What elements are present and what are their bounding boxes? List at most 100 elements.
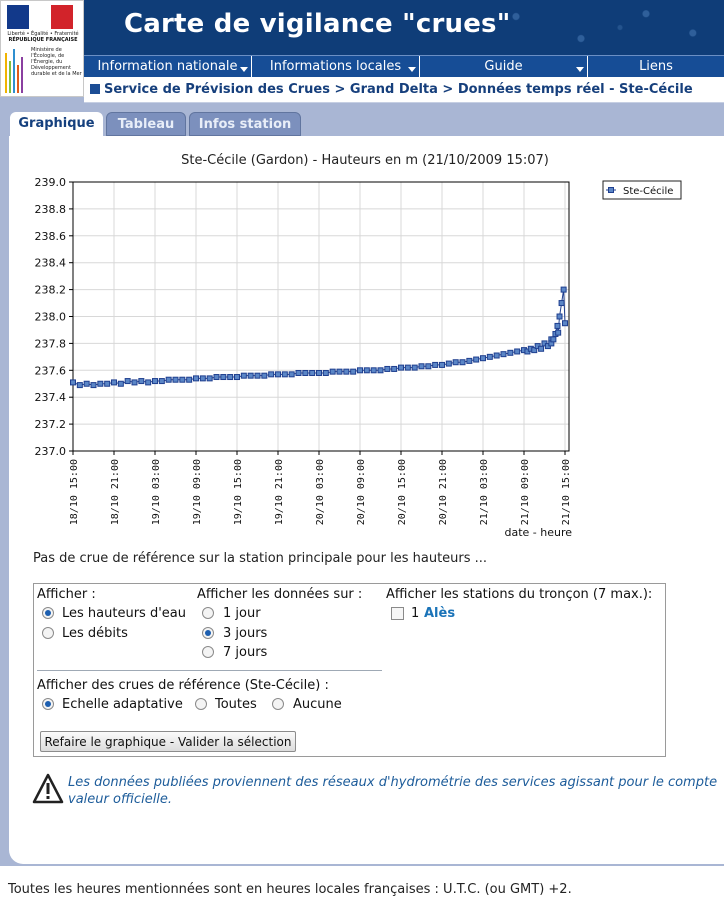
dropdown-arrow-icon (240, 67, 248, 72)
ministry-name: Ministère de l'Écologie, de l'Énergie, d… (31, 47, 82, 77)
station-ales-link[interactable]: Alès (424, 606, 456, 621)
station-ales-checkbox[interactable] (391, 607, 404, 620)
data-point (377, 367, 384, 374)
data-point (411, 364, 418, 371)
tab-tableau[interactable]: Tableau (106, 112, 186, 136)
tab-graphique[interactable]: Graphique (10, 112, 103, 138)
data-point (70, 379, 76, 386)
data-point (439, 361, 445, 368)
x-tick-label: 20/10 15:00 (397, 459, 408, 525)
radio-echelle-adaptative-label: Echelle adaptative (62, 697, 183, 712)
disclaimer-line-1: Les données publiées proviennent des rés… (68, 775, 718, 790)
data-point (363, 367, 370, 374)
water-level-chart: 239.0 238.8 238.6 238.4 238.2 238.0 237.8 237.6… (35, 176, 682, 539)
data-point (560, 286, 567, 293)
menu-item-label: Informations locales (269, 59, 402, 74)
data-point (111, 379, 117, 386)
data-point (158, 378, 165, 385)
radio-3-jours-label: 3 jours (223, 626, 268, 641)
menu-item-informations-locales[interactable]: Informations locales (252, 56, 420, 77)
menu-item-information-nationale[interactable]: Information nationale (84, 56, 252, 77)
eu-stars-decoration (464, 0, 724, 55)
y-tick-label: 238.6 (35, 230, 67, 243)
stations-label: Afficher les stations du tronçon (7 max.… (386, 587, 653, 602)
data-point (220, 374, 227, 381)
radio-3-jours[interactable] (202, 627, 214, 639)
legend-label: Ste-Cécile (623, 185, 673, 197)
data-point (550, 336, 557, 343)
data-point (97, 380, 104, 387)
data-point (152, 378, 158, 385)
data-point (247, 372, 254, 379)
header-banner: Carte de vigilance "crues" (84, 0, 724, 55)
menu-item-guide[interactable]: Guide (420, 56, 588, 77)
y-tick-label: 237.8 (35, 337, 67, 350)
data-point (295, 369, 302, 376)
data-point (316, 369, 322, 376)
x-tick-label: 20/10 03:00 (315, 459, 326, 525)
data-point (193, 375, 199, 382)
republique-francaise-logo[interactable]: Liberté • Égalité • Fraternité RÉPUBLIQU… (0, 0, 84, 97)
periode-label: Afficher les données sur : (197, 587, 363, 602)
legend-marker (608, 187, 614, 193)
data-point (268, 371, 275, 378)
data-point (556, 313, 563, 320)
y-tick-label: 237.4 (35, 391, 67, 404)
x-tick-label: 18/10 21:00 (110, 459, 121, 525)
plot-border (72, 181, 570, 452)
data-point (288, 371, 295, 378)
radio-echelle-adaptative[interactable] (42, 698, 54, 710)
data-point (281, 371, 288, 378)
radio-toutes-label: Toutes (215, 697, 257, 712)
radio-7-jours[interactable] (202, 646, 214, 658)
data-point (213, 374, 220, 381)
menu-item-label: Liens (639, 59, 673, 74)
menu-item-liens[interactable]: Liens (588, 56, 724, 77)
radio-toutes[interactable] (195, 698, 207, 710)
data-point (336, 368, 343, 375)
data-point (555, 329, 562, 336)
data-point (117, 380, 124, 387)
afficher-label: Afficher : (37, 587, 96, 602)
radio-1-jour[interactable] (202, 607, 214, 619)
data-point (240, 372, 247, 379)
x-axis-label: date - heure (504, 526, 572, 539)
radio-7-jours-label: 7 jours (223, 645, 268, 660)
data-point (350, 368, 357, 375)
radio-aucune[interactable] (272, 698, 284, 710)
french-flag-icon (7, 5, 73, 29)
warning-icon (32, 773, 64, 804)
radio-debits[interactable] (42, 627, 54, 639)
ministry-bars-icon (5, 47, 27, 93)
radio-hauteurs[interactable] (42, 607, 54, 619)
data-point (199, 375, 206, 382)
footer (0, 866, 724, 916)
data-point (179, 376, 186, 383)
y-tick-label: 238.8 (35, 203, 67, 216)
breadcrumb-bar: Service de Prévision des Crues > Grand D… (84, 77, 724, 103)
data-point (384, 365, 391, 372)
data-point (254, 372, 261, 379)
data-point (514, 348, 521, 355)
x-tick-label: 20/10 21:00 (438, 459, 449, 525)
data-point (558, 300, 565, 307)
data-point (186, 376, 193, 383)
x-tick-label: 19/10 21:00 (274, 459, 285, 525)
radio-aucune-label: Aucune (293, 697, 342, 712)
data-point (227, 374, 234, 381)
data-point (261, 372, 268, 379)
logo-republic-label: RÉPUBLIQUE FRANÇAISE (8, 37, 78, 43)
x-tick-label: 19/10 09:00 (192, 459, 203, 525)
refresh-chart-button[interactable]: Refaire le graphique - Valider la sélect… (40, 731, 296, 752)
data-point (486, 353, 493, 360)
data-point (329, 368, 336, 375)
data-point (104, 380, 111, 387)
x-tick-label: 19/10 15:00 (233, 459, 244, 525)
x-tick-label: 18/10 15:00 (69, 459, 80, 525)
tab-infos-station[interactable]: Infos station (189, 112, 301, 136)
timezone-note: Toutes les heures mentionnées sont en he… (8, 882, 572, 897)
data-point (531, 347, 538, 354)
data-point (370, 367, 377, 374)
data-point (452, 359, 459, 366)
data-point (404, 364, 411, 371)
